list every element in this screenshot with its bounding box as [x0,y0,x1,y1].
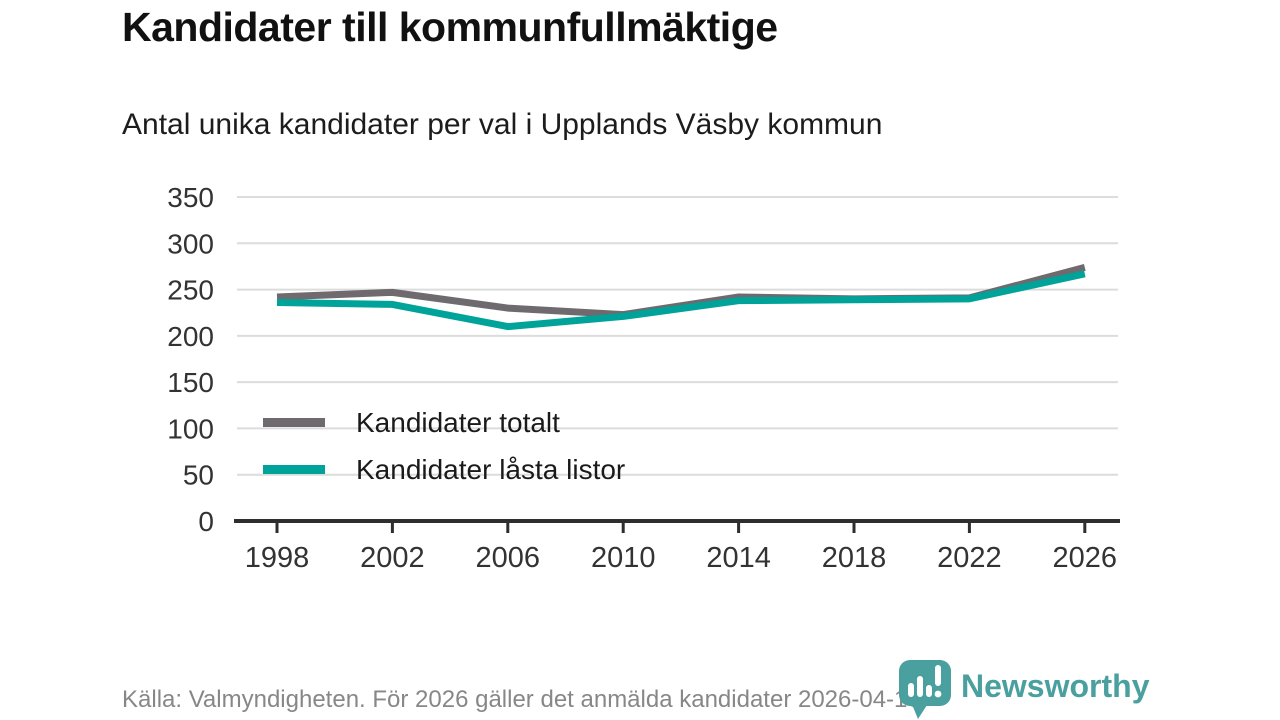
x-tick-label: 2022 [937,542,1002,574]
x-tick-label: 2002 [360,542,425,574]
chart-subtitle: Antal unika kandidater per val i Uppland… [122,108,883,141]
x-tick-label: 2010 [591,542,656,574]
y-tick-label: 300 [167,228,214,259]
y-tick-label: 50 [183,460,214,491]
y-tick-label: 0 [198,506,214,537]
newsworthy-logo-icon [899,660,951,719]
legend-swatch-lasta-listor [263,465,325,474]
x-tick-label: 2026 [1053,542,1118,574]
legend-swatch-totalt [263,418,325,427]
legend-label-totalt: Kandidater totalt [356,406,560,438]
newsworthy-logo-text: Newsworthy [961,668,1150,704]
series-line-kandidater-lasta-listor [276,270,1086,331]
y-tick-label: 200 [167,321,214,352]
chart-title: Kandidater till kommunfullmäktige [122,4,778,50]
y-tick-label: 350 [167,182,214,213]
chart-legend: Kandidater totalt Kandidater låsta listo… [263,406,625,486]
legend-label-lasta-listor: Kandidater låsta listor [356,453,626,485]
legend-item-kandidater-lasta-listor: Kandidater låsta listor [263,453,625,486]
newsworthy-logo: Newsworthy [896,658,1149,720]
y-tick-label: 250 [167,275,214,306]
y-tick-label: 100 [167,413,214,444]
y-tick-label: 150 [167,367,214,398]
x-tick-label: 2006 [476,542,541,574]
x-tick-label: 1998 [245,542,310,574]
x-tick-label: 2018 [822,542,887,574]
source-note: Källa: Valmyndigheten. För 2026 gäller d… [122,686,928,713]
x-tick-label: 2014 [706,542,771,574]
legend-item-kandidater-totalt: Kandidater totalt [263,406,625,439]
